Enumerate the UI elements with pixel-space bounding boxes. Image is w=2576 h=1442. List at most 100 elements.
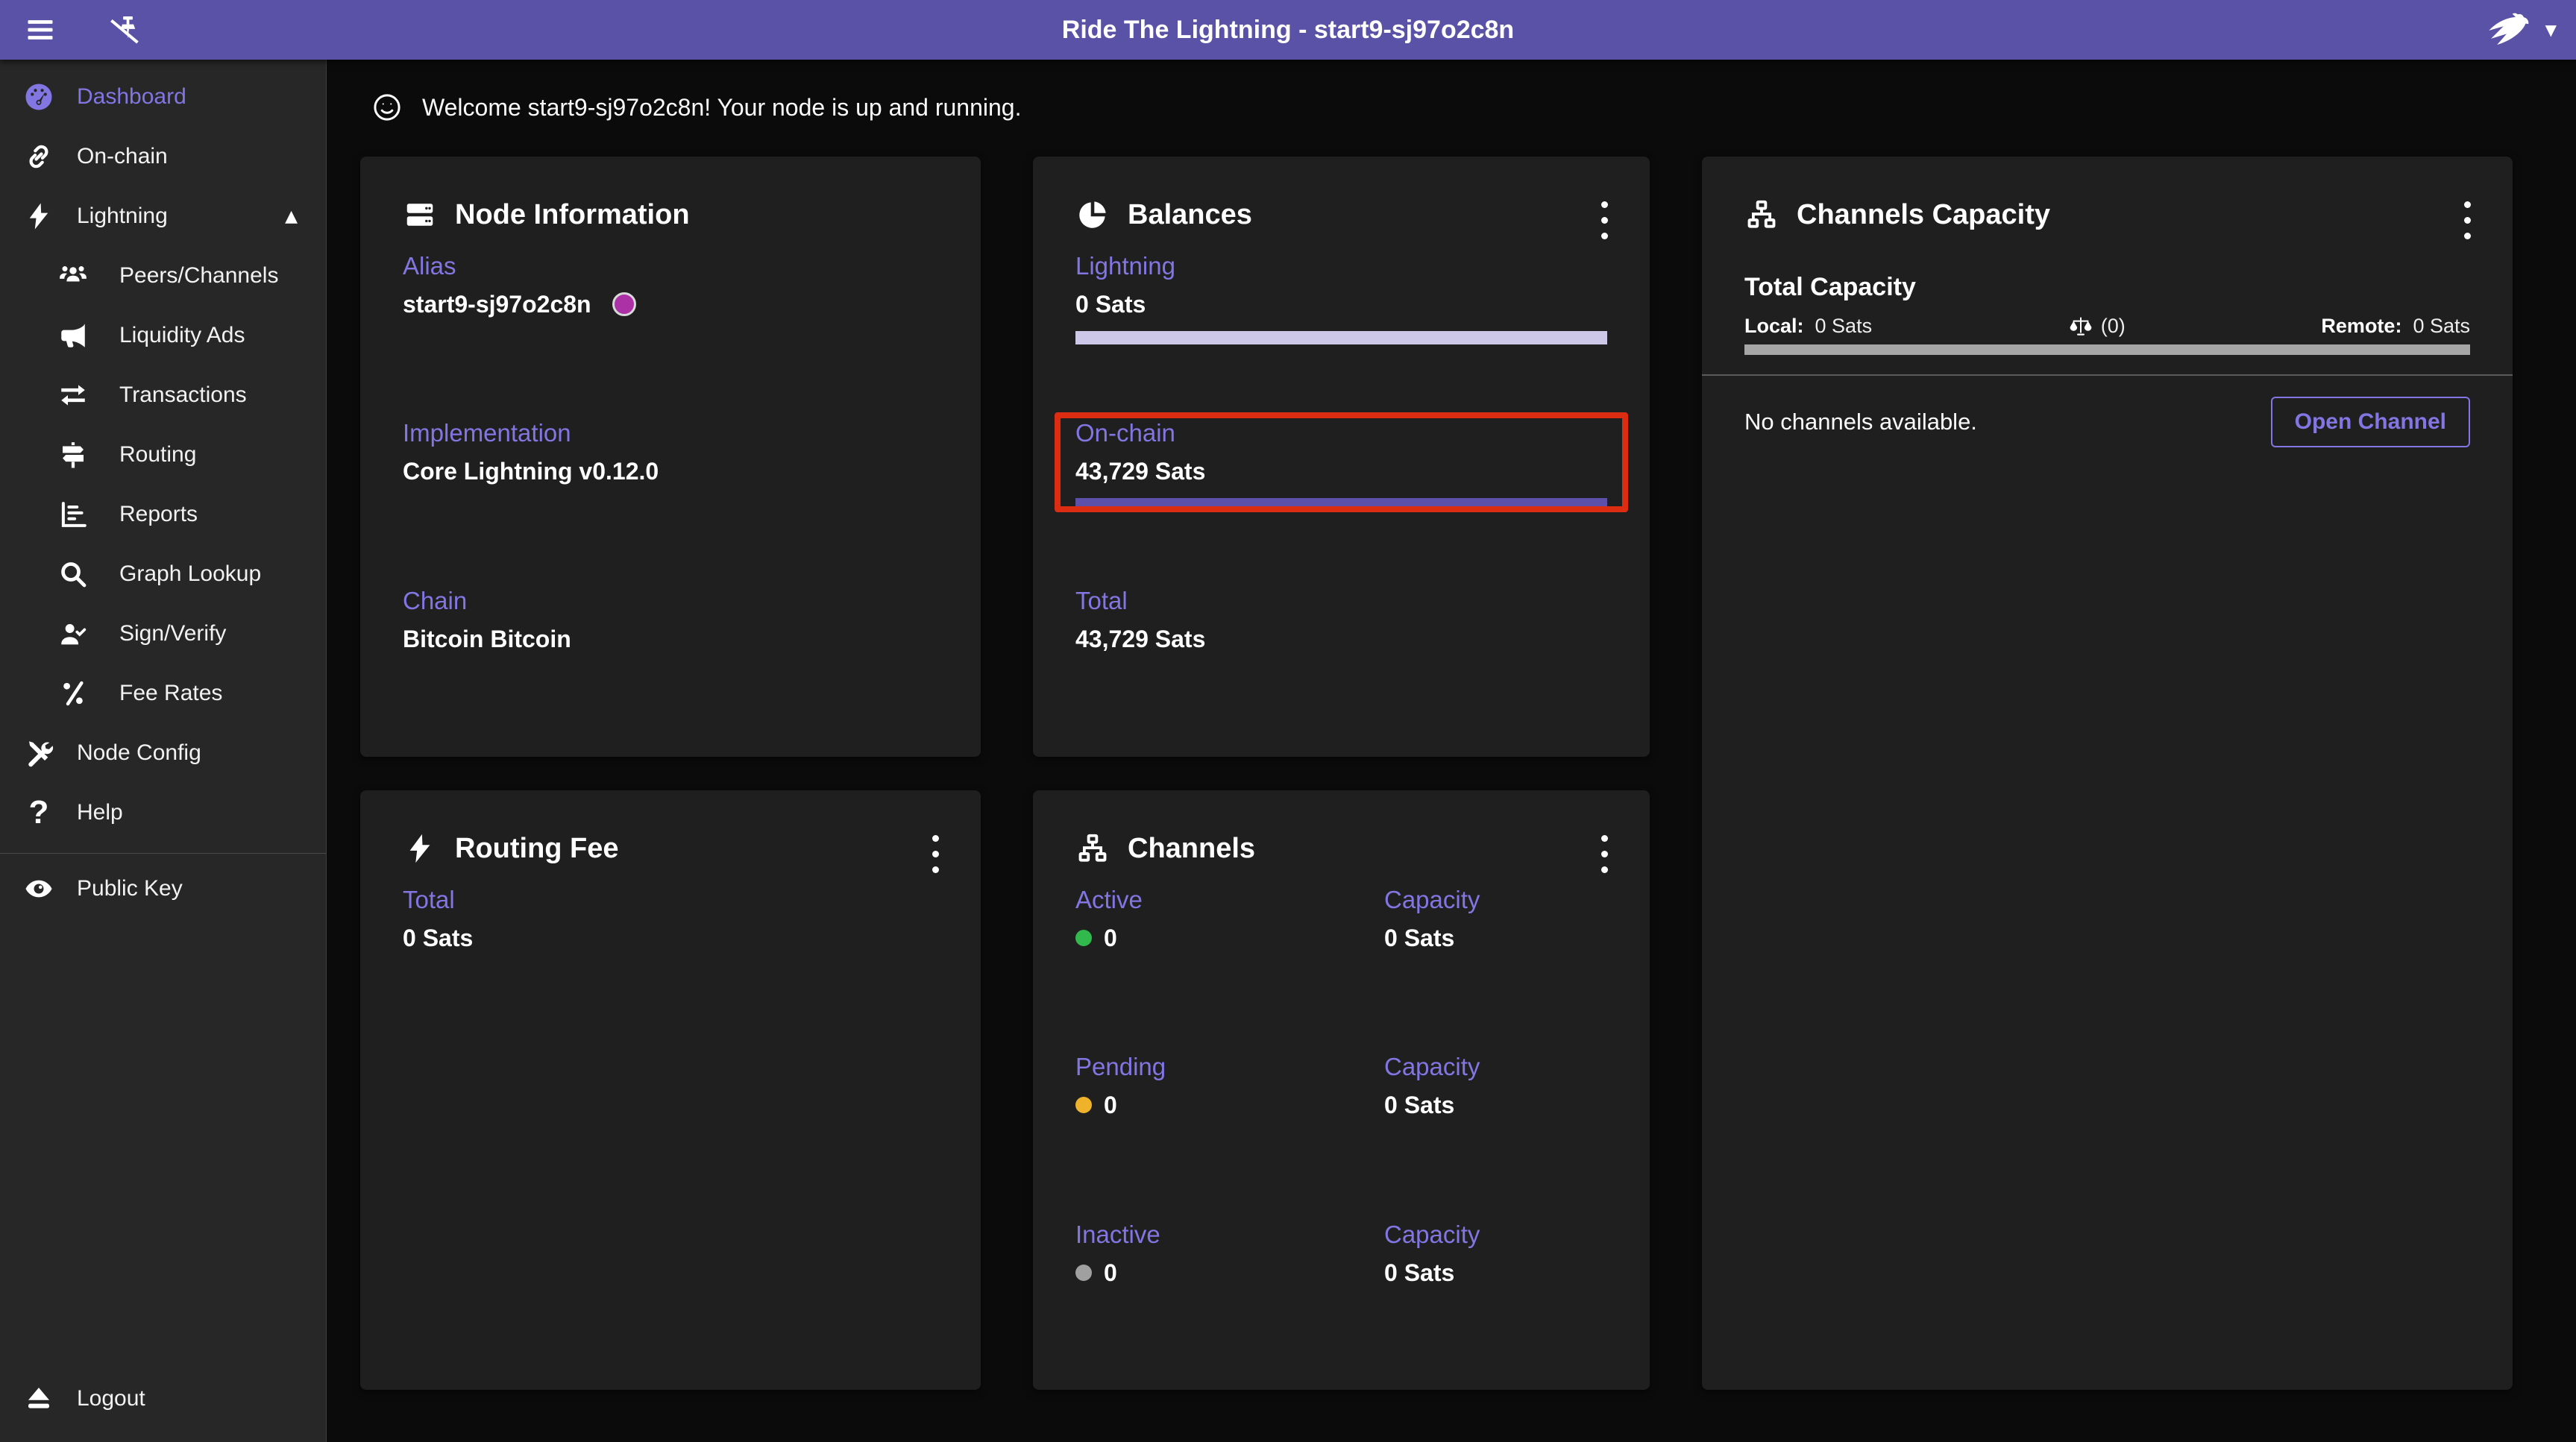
question-icon: ?: [28, 794, 49, 831]
inactive-status-dot: [1075, 1265, 1092, 1281]
sitemap-icon: [1747, 200, 1776, 228]
chain-value: Bitcoin Bitcoin: [403, 626, 571, 652]
sidebar-item-label: Lightning: [77, 204, 168, 228]
capacity-value: 0 Sats: [1384, 1092, 1455, 1118]
balance-count: (0): [2100, 314, 2126, 337]
account-menu[interactable]: ▼: [2480, 0, 2557, 60]
dashboard-icon: [21, 79, 57, 115]
implementation-value: Core Lightning v0.12.0: [403, 458, 659, 485]
pie-chart-icon: [1079, 201, 1106, 228]
sidebar-item-reports[interactable]: Reports: [0, 485, 326, 544]
chevron-up-icon: ▲: [285, 207, 298, 226]
capacity-label: Capacity: [1384, 886, 1480, 913]
tools-icon: [21, 735, 57, 771]
hamburger-menu-icon[interactable]: [22, 12, 58, 48]
sidebar-item-label: Node Config: [77, 740, 201, 765]
pin-off-icon[interactable]: [104, 12, 140, 48]
sidebar-item-label: Sign/Verify: [119, 621, 227, 646]
sidebar-item-dashboard[interactable]: Dashboard: [0, 67, 326, 127]
users-icon: [55, 258, 91, 294]
active-channels-label: Active: [1075, 886, 1143, 913]
pending-channels-value: 0: [1104, 1092, 1117, 1118]
card-title: Routing Fee: [455, 832, 619, 864]
pending-status-dot: [1075, 1097, 1092, 1113]
pending-channels-label: Pending: [1075, 1053, 1166, 1080]
channels-capacity-card: Channels Capacity Total Capacity Local: …: [1702, 157, 2513, 1390]
welcome-banner: Welcome start9-sj97o2c8n! Your node is u…: [360, 89, 2576, 125]
bolt-icon: [21, 198, 57, 234]
card-title: Node Information: [455, 198, 690, 230]
rtl-logo-icon: [2488, 13, 2528, 45]
kebab-menu-icon[interactable]: [2458, 195, 2477, 245]
sidebar-item-label: Reports: [119, 502, 198, 526]
sidebar-item-liquidity-ads[interactable]: Liquidity Ads: [0, 306, 326, 365]
kebab-menu-icon[interactable]: [1595, 195, 1614, 245]
percent-icon: [55, 676, 91, 711]
total-balance-label: Total: [1075, 587, 1128, 614]
chain-label: Chain: [403, 587, 468, 614]
onchain-balance-label: On-chain: [1075, 419, 1175, 447]
sidebar-item-fee-rates[interactable]: Fee Rates: [0, 664, 326, 723]
local-label: Local:: [1744, 314, 1804, 337]
alias-color-dot: [612, 292, 636, 316]
user-check-icon: [55, 616, 91, 652]
top-bar: Ride The Lightning - start9-sj97o2c8n ▼: [0, 0, 2576, 60]
card-title: Balances: [1128, 198, 1252, 230]
sidebar-item-label: On-chain: [77, 144, 168, 169]
kebab-menu-icon[interactable]: [1595, 829, 1614, 879]
sidebar-item-peers-channels[interactable]: Peers/Channels: [0, 246, 326, 306]
remote-label: Remote:: [2321, 314, 2402, 337]
total-capacity-label: Total Capacity: [1744, 273, 1916, 301]
remote-value: 0 Sats: [2413, 314, 2470, 337]
eye-icon: [21, 871, 57, 907]
sidebar-item-label: Dashboard: [77, 84, 186, 109]
sidebar-item-lightning[interactable]: Lightning ▲: [0, 186, 326, 246]
sidebar-item-logout[interactable]: Logout: [0, 1369, 326, 1429]
capacity-value: 0 Sats: [1384, 1259, 1455, 1286]
sidebar: Dashboard On-chain Lightning ▲: [0, 60, 327, 1442]
inactive-channels-label: Inactive: [1075, 1221, 1160, 1248]
lightning-balance-label: Lightning: [1075, 252, 1175, 280]
capacity-label: Capacity: [1384, 1053, 1480, 1080]
sidebar-item-node-config[interactable]: Node Config: [0, 723, 326, 783]
sidebar-item-label: Transactions: [119, 382, 247, 407]
chart-icon: [55, 497, 91, 532]
onchain-balance-value: 43,729 Sats: [1075, 458, 1206, 485]
implementation-label: Implementation: [403, 419, 571, 447]
search-icon: [55, 556, 91, 592]
capacity-value: 0 Sats: [1384, 925, 1455, 951]
open-channel-button[interactable]: Open Channel: [2270, 397, 2470, 447]
sidebar-item-help[interactable]: ? Help: [0, 783, 326, 843]
sidebar-item-graph-lookup[interactable]: Graph Lookup: [0, 544, 326, 604]
sidebar-item-label: Routing: [119, 442, 197, 467]
kebab-menu-icon[interactable]: [926, 829, 945, 879]
server-icon: [406, 204, 433, 226]
smiley-icon: [374, 94, 400, 121]
capacity-bar: [1744, 344, 2470, 355]
welcome-text: Welcome start9-sj97o2c8n! Your node is u…: [422, 93, 1022, 121]
divider: [1702, 374, 2513, 376]
link-icon: [21, 139, 57, 174]
sitemap-icon: [1078, 834, 1107, 862]
sidebar-item-label: Liquidity Ads: [119, 323, 245, 347]
local-value: 0 Sats: [1815, 314, 1873, 337]
sidebar-item-onchain[interactable]: On-chain: [0, 127, 326, 186]
lightning-balance-value: 0 Sats: [1075, 291, 1146, 318]
sidebar-item-public-key[interactable]: Public Key: [0, 864, 326, 913]
node-information-card: Node Information Alias start9-sj97o2c8n …: [360, 157, 981, 757]
onchain-balance-bar: [1075, 498, 1607, 511]
sidebar-item-label: Peers/Channels: [119, 263, 279, 288]
sidebar-item-sign-verify[interactable]: Sign/Verify: [0, 604, 326, 664]
sidebar-item-transactions[interactable]: Transactions: [0, 365, 326, 425]
sidebar-item-label: Logout: [77, 1386, 145, 1411]
chevron-down-icon: ▼: [2545, 21, 2557, 39]
capacity-label: Capacity: [1384, 1221, 1480, 1248]
routing-fee-card: Routing Fee Total 0 Sats: [360, 790, 981, 1390]
sidebar-item-label: Public Key: [77, 876, 183, 901]
balances-card: Balances Lightning 0 Sats On-chain 43,72…: [1033, 157, 1650, 757]
balance-scale-icon: [2070, 317, 2092, 336]
sidebar-item-routing[interactable]: Routing: [0, 425, 326, 485]
channels-card: Channels Active 0 Capacity 0 Sats Pendin…: [1033, 790, 1650, 1390]
signpost-icon: [55, 437, 91, 473]
sidebar-divider: [0, 853, 326, 854]
